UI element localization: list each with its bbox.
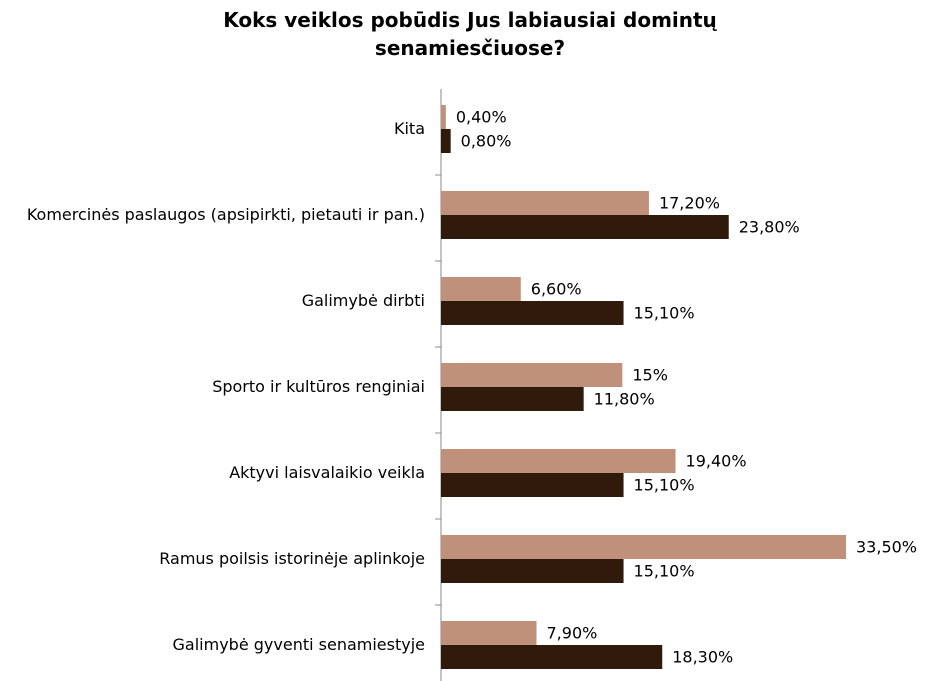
bar [441, 363, 623, 387]
value-label: 0,80% [461, 132, 512, 151]
value-label: 7,90% [547, 624, 598, 643]
bar [441, 621, 537, 645]
value-label: 15% [632, 366, 668, 385]
bar [441, 559, 624, 583]
bar [441, 645, 663, 669]
category-label: Sporto ir kultūros renginiai [212, 377, 425, 396]
value-label: 11,80% [594, 390, 655, 409]
value-label: 15,10% [634, 304, 695, 323]
value-label: 15,10% [634, 562, 695, 581]
category-label: Aktyvi laisvalaikio veikla [229, 463, 425, 482]
value-label: 23,80% [739, 218, 800, 237]
value-label: 6,60% [531, 280, 582, 299]
bar [441, 535, 846, 559]
category-label: Galimybė gyventi senamiestyje [172, 635, 425, 654]
value-label: 19,40% [686, 452, 747, 471]
value-label: 18,30% [672, 648, 733, 667]
value-label: 0,40% [456, 108, 507, 127]
bar [441, 473, 624, 497]
category-label: Kita [393, 119, 425, 138]
chart-title: Koks veiklos pobūdis Jus labiausiai domi… [223, 8, 717, 60]
bar [441, 387, 584, 411]
category-label: Komercinės paslaugos (apsipirkti, pietau… [26, 205, 425, 224]
bar [441, 191, 649, 215]
bar [441, 215, 729, 239]
value-label: 15,10% [634, 476, 695, 495]
bar [441, 129, 451, 153]
value-label: 33,50% [856, 538, 917, 557]
category-label: Galimybė dirbti [301, 291, 425, 310]
bar [441, 105, 446, 129]
bar [441, 277, 521, 301]
value-label: 17,20% [659, 194, 720, 213]
bar [441, 449, 676, 473]
bar [441, 301, 624, 325]
category-label: Ramus poilsis istorinėje aplinkoje [159, 549, 425, 568]
